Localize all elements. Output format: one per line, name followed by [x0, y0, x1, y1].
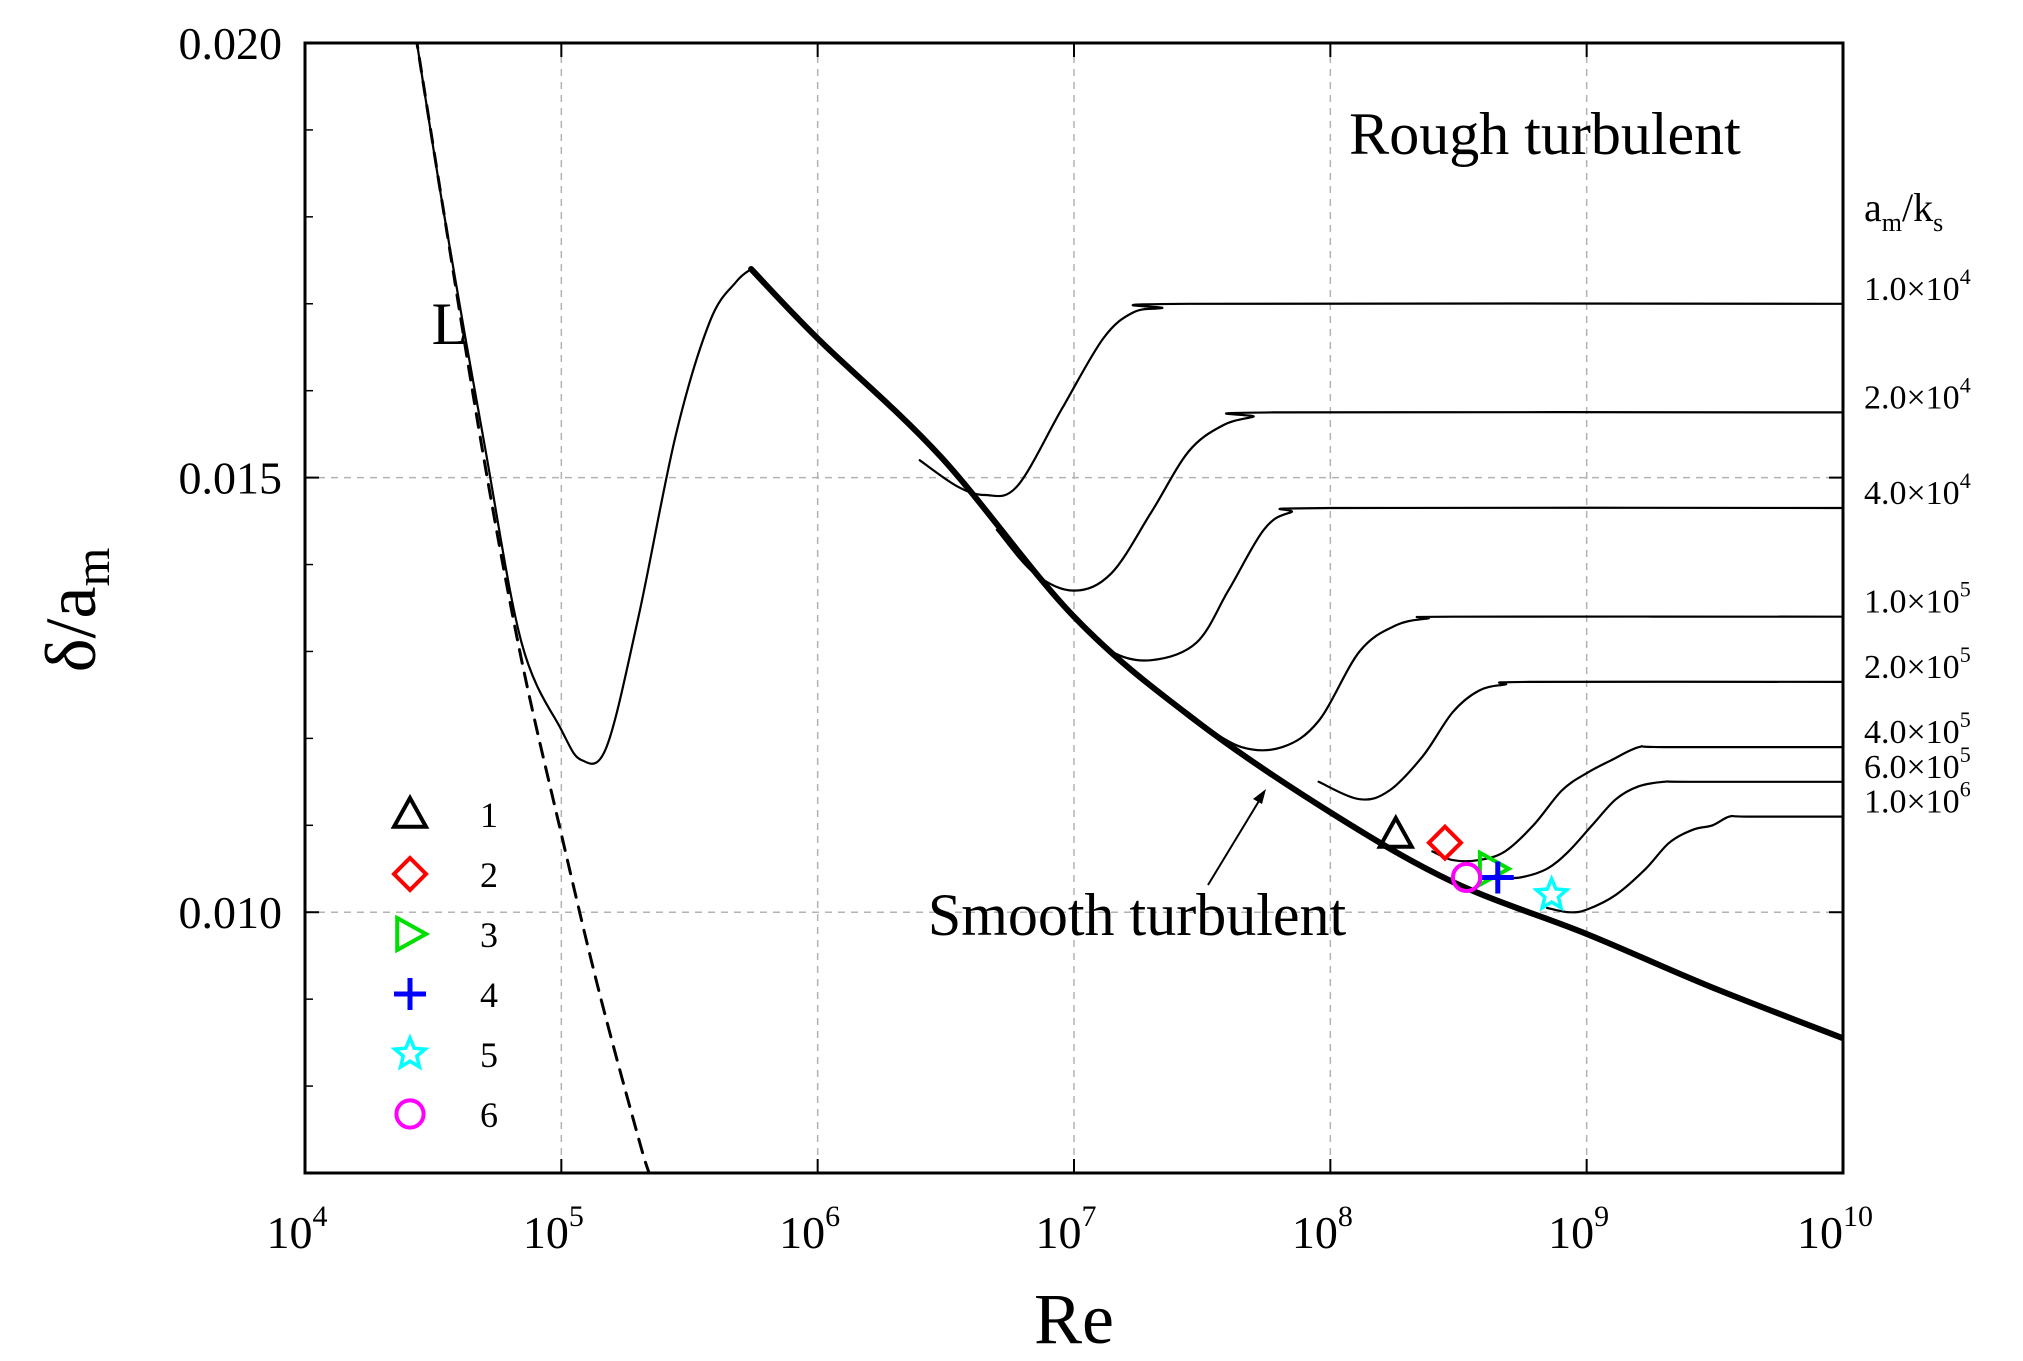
x-tick-label: 105	[523, 1200, 584, 1258]
x-tick-exponent: 8	[1338, 1200, 1353, 1233]
legend-label-3: 3	[480, 915, 498, 955]
series-line-1-0-10-5	[1195, 615, 1843, 752]
x-tick-exponent: 4	[313, 1200, 328, 1233]
legend-marker-6	[394, 1098, 426, 1130]
roughness-label: 6.0×105	[1864, 742, 1971, 786]
x-tick-base: 10	[267, 1207, 313, 1258]
roughness-label: 2.0×105	[1864, 642, 1971, 686]
series-line-1-0-10-6	[1545, 814, 1843, 914]
smooth-turbulent-label: Smooth turbulent	[928, 882, 1347, 948]
roughness-label-exponent: 5	[1960, 742, 1971, 767]
roughness-label-exponent: 6	[1960, 777, 1971, 802]
y-tick-label: 0.020	[179, 18, 283, 69]
roughness-label: 4.0×105	[1864, 707, 1971, 751]
roughness-label-exponent: 4	[1960, 468, 1971, 493]
legend-label-5: 5	[480, 1035, 498, 1075]
roughness-label-exponent: 5	[1960, 642, 1971, 667]
x-tick-label: 109	[1548, 1200, 1609, 1258]
series-line-2-0-10-5	[1317, 680, 1843, 801]
roughness-label-main: 1.0×10	[1864, 584, 1960, 621]
legend-marker-5	[390, 1033, 430, 1071]
roughness-label-main: 1.0×10	[1864, 271, 1960, 308]
roughness-label-main: 1.0×10	[1864, 784, 1960, 821]
series-line-smooth-turbulent	[748, 266, 1843, 1042]
grid-lines	[305, 43, 1843, 1173]
x-tick-base: 10	[1548, 1207, 1594, 1258]
curves	[415, 43, 1843, 1173]
rough-turbulent-label: Rough turbulent	[1349, 101, 1741, 167]
x-tick-base: 10	[1797, 1207, 1843, 1258]
roughness-label-main: 4.0×10	[1864, 475, 1960, 512]
y-axis-title-main: δ/a	[31, 587, 111, 673]
x-tick-label: 108	[1292, 1200, 1353, 1258]
x-tick-exponent: 6	[825, 1200, 840, 1233]
roughness-label: 1.0×106	[1864, 777, 1971, 821]
roughness-label-main: 4.0×10	[1864, 714, 1960, 751]
roughness-label: 1.0×105	[1864, 577, 1971, 621]
roughness-label: 4.0×104	[1864, 468, 1971, 512]
roughness-label: 1.0×104	[1864, 264, 1971, 308]
roughness-label: 2.0×104	[1864, 372, 1971, 416]
y-tick-label: 0.015	[179, 453, 283, 504]
x-tick-label: 1010	[1797, 1200, 1873, 1258]
x-tick-base: 10	[779, 1207, 825, 1258]
roughness-labels: 1.0×1042.0×1044.0×1041.0×1052.0×1054.0×1…	[1864, 264, 1971, 821]
x-tick-base: 10	[1036, 1207, 1082, 1258]
data-point-5	[1532, 874, 1572, 912]
y-tick-label: 0.010	[179, 887, 283, 938]
roughness-label-main: 2.0×10	[1864, 649, 1960, 686]
roughness-label-exponent: 5	[1960, 707, 1971, 732]
series-line-2-0-10-4	[995, 410, 1843, 592]
legend-label-4: 4	[480, 975, 498, 1015]
x-tick-exponent: 10	[1843, 1200, 1873, 1233]
y-axis-title-sub: m	[64, 548, 120, 587]
roughness-label-main: 6.0×10	[1864, 749, 1960, 786]
x-tick-label: 107	[1036, 1200, 1097, 1258]
arrow-shaft	[1207, 795, 1263, 886]
x-tick-base: 10	[523, 1207, 569, 1258]
legend-label-6: 6	[480, 1095, 498, 1135]
roughness-parameter-title: am/ks	[1864, 185, 1943, 237]
legend-label-2: 2	[480, 855, 498, 895]
series-line-4-0-10-5	[1431, 745, 1843, 863]
x-tick-exponent: 7	[1082, 1200, 1097, 1233]
data-point-2	[1426, 823, 1464, 862]
x-tick-label: 106	[779, 1200, 840, 1258]
data-point-4	[1481, 861, 1514, 894]
x-axis-title: Re	[1034, 1279, 1114, 1359]
roughness-label-exponent: 5	[1960, 577, 1971, 602]
arrow-head	[1253, 789, 1266, 804]
data-point-1	[1376, 813, 1416, 849]
roughness-label-exponent: 4	[1960, 264, 1971, 289]
roughness-label-exponent: 4	[1960, 372, 1971, 397]
series-line-transition	[415, 43, 753, 765]
x-tick-base: 10	[1292, 1207, 1338, 1258]
legend-marker-2	[391, 855, 429, 893]
x-tick-exponent: 5	[569, 1200, 584, 1233]
series-line-4-0-10-4	[1072, 506, 1843, 662]
data-point-6	[1450, 861, 1483, 894]
series-line-6-0-10-5	[1496, 780, 1843, 880]
y-axis-title: δ/am	[31, 548, 120, 673]
smooth-turbulent-arrow	[1207, 789, 1266, 886]
y-axis-ticks: 0.010 0.015 0.020	[179, 18, 1843, 1087]
data-points	[1376, 813, 1572, 912]
x-tick-label: 104	[267, 1200, 328, 1258]
param-main: a	[1864, 185, 1882, 230]
x-axis-ticks: 104 105 106 107 108 109 1010	[267, 43, 1873, 1258]
legend-marker-3	[395, 914, 431, 954]
legend: 1 2 3 4 5 6	[390, 793, 498, 1135]
series-line-1-0-10-4	[918, 302, 1843, 498]
laminar-label: L	[432, 291, 469, 357]
param-mid: /k	[1902, 185, 1933, 230]
legend-marker-4	[394, 978, 426, 1010]
param-sub-m: m	[1882, 208, 1902, 237]
roughness-label-main: 2.0×10	[1864, 379, 1960, 416]
legend-label-1: 1	[480, 795, 498, 835]
legend-marker-1	[390, 793, 430, 829]
x-tick-exponent: 9	[1594, 1200, 1609, 1233]
param-sub-s: s	[1933, 208, 1943, 237]
